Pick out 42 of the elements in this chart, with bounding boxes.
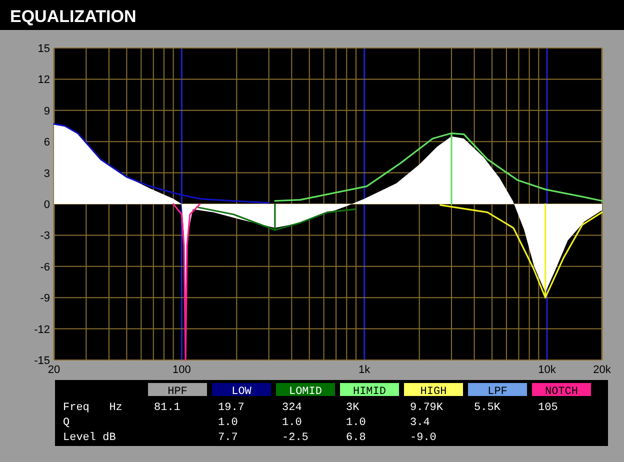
x-tick-label: 20	[48, 364, 60, 376]
text: 3.4	[410, 417, 430, 429]
y-tick-label: 0	[44, 199, 50, 211]
text: 6.8	[346, 432, 366, 444]
text: 1.0	[346, 417, 366, 429]
y-tick-label: 6	[44, 136, 50, 149]
y-tick-label: -3	[40, 230, 50, 242]
text: 7.7	[218, 432, 238, 444]
x-tick-label: 10k	[538, 364, 556, 376]
chart-title: EQUALIZATION	[10, 7, 136, 26]
category-label: HPF	[168, 386, 188, 398]
text: 105	[538, 402, 558, 414]
category-label: HIGH	[420, 386, 447, 398]
y-tick-label: -6	[40, 261, 50, 274]
text: 81.1	[154, 402, 180, 414]
y-tick-label: 9	[44, 105, 50, 118]
text: 1.0	[218, 417, 238, 429]
category-label: LOMID	[288, 386, 322, 398]
text: -9.0	[410, 432, 436, 444]
y-tick-label: -15	[34, 355, 50, 367]
category-label: NOTCH	[544, 386, 578, 398]
text: 19.7	[218, 402, 244, 414]
y-tick-label: 15	[38, 43, 50, 55]
category-label: Q	[63, 417, 70, 429]
text: -2.5	[282, 432, 308, 444]
category-label: LPF	[488, 386, 508, 398]
category-label: HIMID	[352, 386, 386, 398]
category-label: LOW	[232, 386, 252, 398]
x-tick-label: 1k	[358, 364, 371, 376]
text: 1.0	[282, 417, 302, 429]
category-label: Level dB	[63, 432, 116, 444]
y-tick-label: -12	[34, 324, 50, 336]
text: 9.79K	[410, 402, 444, 414]
category-label: Freq Hz	[63, 402, 122, 414]
text: 324	[282, 402, 302, 414]
x-tick-label: 20k	[593, 364, 612, 376]
text: 3K	[346, 402, 360, 414]
y-tick-label: 12	[38, 74, 50, 86]
text: 5.5K	[474, 402, 500, 414]
y-tick-label: 3	[44, 168, 50, 180]
y-tick-label: -9	[40, 292, 50, 305]
x-tick-label: 100	[172, 364, 191, 376]
